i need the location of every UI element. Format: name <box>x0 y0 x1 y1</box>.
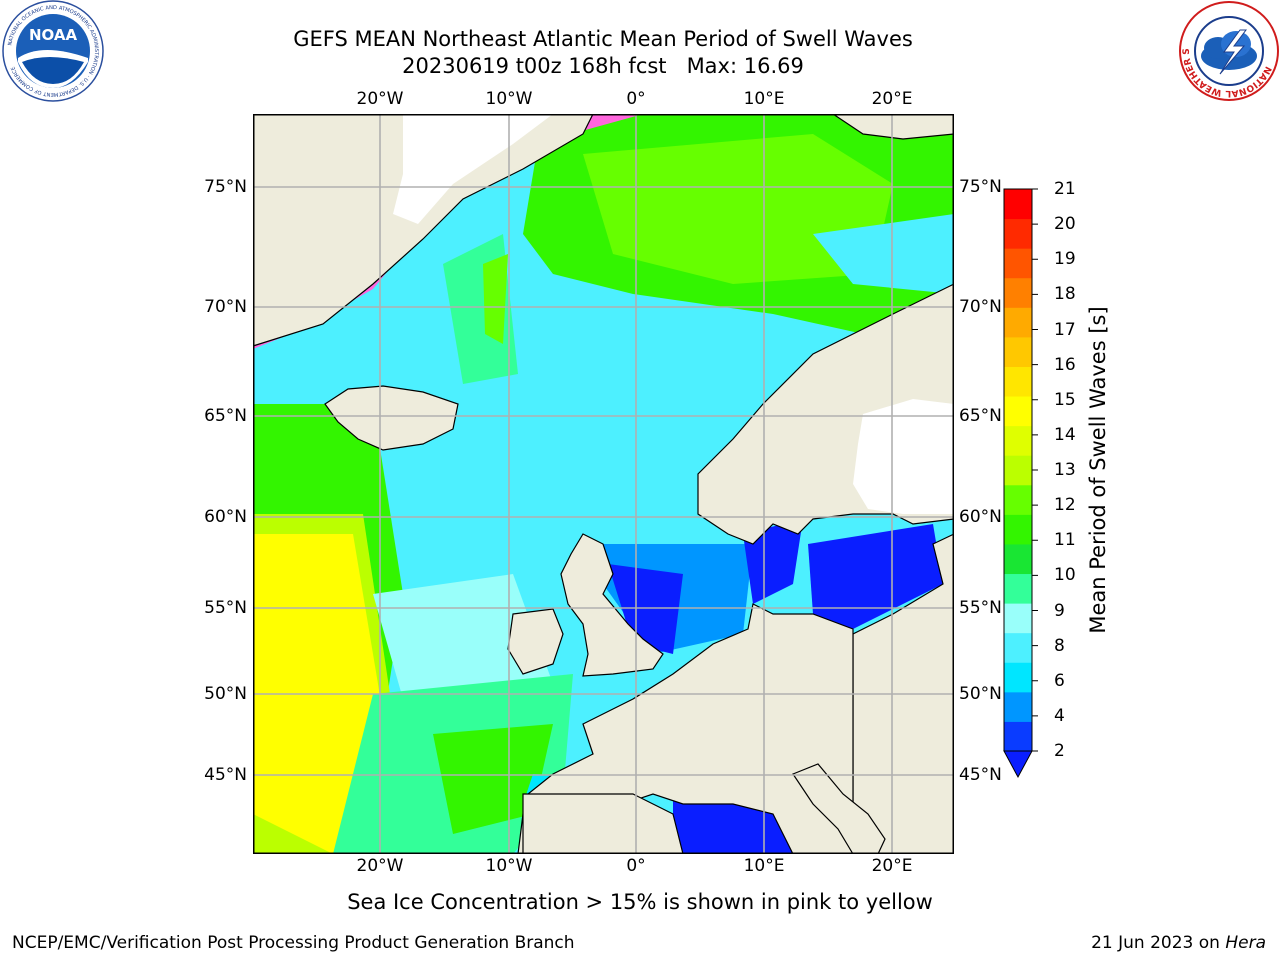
lon-label-bottom-10e: 10°E <box>743 856 785 876</box>
colorbar-tick-label: 2 <box>1054 741 1065 761</box>
iberia-landmass <box>522 793 684 854</box>
greenland-landmass <box>253 114 594 347</box>
colorbar-tick-label: 20 <box>1054 214 1076 235</box>
generation-date-text: 21 Jun 2023 on <box>1091 933 1226 953</box>
ocean-field-darkblue-skagerrak <box>743 519 803 604</box>
colorbar-tick-label: 12 <box>1054 495 1076 516</box>
colorbar-segment <box>1004 691 1032 722</box>
lon-label-top-0: 0° <box>626 89 646 109</box>
lat-label-right-55n: 55°N <box>959 598 1002 618</box>
nws-logo: NATIONAL WEATHER SERVICE <box>1175 0 1280 102</box>
graticule <box>253 114 954 854</box>
colorbar-segment <box>1004 514 1032 545</box>
lon-label-bottom-0: 0° <box>626 856 646 876</box>
colorbar-segment <box>1004 573 1032 604</box>
ocean-field-darkblue-baltic <box>808 524 943 629</box>
ocean-field-cyan-nw <box>813 214 954 294</box>
colorbar-tick-label: 13 <box>1054 460 1076 480</box>
colorbar-segment <box>1004 248 1032 279</box>
iceland-landmass <box>324 385 459 451</box>
colorbar-tick-label: 6 <box>1054 670 1065 691</box>
colorbar-segment <box>1004 336 1032 367</box>
colorbar-segment <box>1004 425 1032 456</box>
lat-label-left-60n: 60°N <box>204 507 247 527</box>
generation-host: Hera <box>1225 933 1266 953</box>
finland-white <box>853 399 954 514</box>
lat-label-left-55n: 55°N <box>204 598 247 618</box>
colorbar-tick-label: 17 <box>1054 319 1076 340</box>
lon-label-top-10e: 10°E <box>743 89 785 109</box>
noaa-logo: NOAA NATIONAL OCEANIC AND ATMOSPHERIC AD… <box>2 0 104 102</box>
lat-label-left-65n: 65°N <box>204 406 247 426</box>
map-panel <box>253 114 954 854</box>
lat-label-right-50n: 50°N <box>959 684 1002 704</box>
colorbar-tick-label: 21 <box>1054 179 1076 199</box>
lon-label-top-20w: 20°W <box>356 89 404 109</box>
colorbar <box>1000 186 1040 786</box>
great-britain-landmass <box>560 533 664 677</box>
producer-credit: NCEP/EMC/Verification Post Processing Pr… <box>12 933 575 953</box>
lat-label-right-60n: 60°N <box>959 507 1002 527</box>
lat-label-left-70n: 70°N <box>204 297 247 317</box>
colorbar-tick-label: 19 <box>1054 249 1076 270</box>
lat-label-right-70n: 70°N <box>959 297 1002 317</box>
colorbar-segment <box>1004 721 1032 752</box>
lon-label-bottom-10w: 10°W <box>485 856 533 876</box>
map-subtitle: 20230619 t00z 168h fcst Max: 16.69 <box>402 54 804 78</box>
colorbar-segment <box>1004 189 1032 220</box>
colorbar-segment <box>1004 543 1032 575</box>
colorbar-segment <box>1004 277 1032 308</box>
colorbar-tick-label: 8 <box>1054 635 1065 656</box>
lat-label-left-45n: 45°N <box>204 765 247 785</box>
greenland-ice-white <box>393 114 553 224</box>
swell-period-map <box>253 114 954 854</box>
ireland-landmass <box>507 608 564 675</box>
ocean-field-lime-channel <box>483 254 508 344</box>
map-title: GEFS MEAN Northeast Atlantic Mean Period… <box>293 27 913 51</box>
noaa-logo-text: NOAA <box>29 26 78 44</box>
colorbar-tick-label: 10 <box>1054 565 1076 586</box>
lon-label-top-20e: 20°E <box>871 89 913 109</box>
colorbar-tick-label: 9 <box>1054 600 1065 621</box>
lon-label-bottom-20e: 20°E <box>871 856 913 876</box>
colorbar-tick-label: 14 <box>1054 424 1076 445</box>
colorbar-tick-label: 15 <box>1054 389 1076 410</box>
lat-label-right-45n: 45°N <box>959 765 1002 785</box>
colorbar-tick-label: 18 <box>1054 284 1076 305</box>
colorbar-graphic <box>1003 188 1038 779</box>
lat-label-left-50n: 50°N <box>204 684 247 704</box>
colorbar-tick-label: 4 <box>1054 705 1065 726</box>
colorbar-title: Mean Period of Swell Waves [s] <box>1086 306 1110 634</box>
colorbar-segment <box>1004 218 1032 249</box>
colorbar-segment <box>1004 632 1032 663</box>
colorbar-segment <box>1004 603 1032 634</box>
lon-label-bottom-20w: 20°W <box>356 856 404 876</box>
colorbar-segment <box>1004 455 1032 486</box>
lat-label-right-75n: 75°N <box>959 177 1002 197</box>
colorbar-segment <box>1004 366 1032 397</box>
sea-ice-note: Sea Ice Concentration > 15% is shown in … <box>347 890 933 914</box>
colorbar-segment <box>1004 662 1032 693</box>
colorbar-tick-label: 16 <box>1054 354 1076 375</box>
colorbar-tick-label: 11 <box>1054 530 1076 551</box>
lat-label-right-65n: 65°N <box>959 406 1002 426</box>
ocean-field-darkblue-northsea <box>608 564 683 654</box>
colorbar-extend-arrow <box>1003 750 1033 779</box>
lat-label-left-75n: 75°N <box>204 177 247 197</box>
colorbar-segment <box>1004 484 1032 515</box>
colorbar-segment <box>1004 307 1032 338</box>
svalbard-landmass <box>831 114 954 140</box>
map-border <box>253 114 954 854</box>
colorbar-segment <box>1004 396 1032 427</box>
ocean-field-lightgreen-north <box>583 134 893 284</box>
italy-landmass <box>792 763 886 854</box>
lon-label-top-10w: 10°W <box>485 89 533 109</box>
generation-date: 21 Jun 2023 on Hera <box>1091 933 1266 953</box>
